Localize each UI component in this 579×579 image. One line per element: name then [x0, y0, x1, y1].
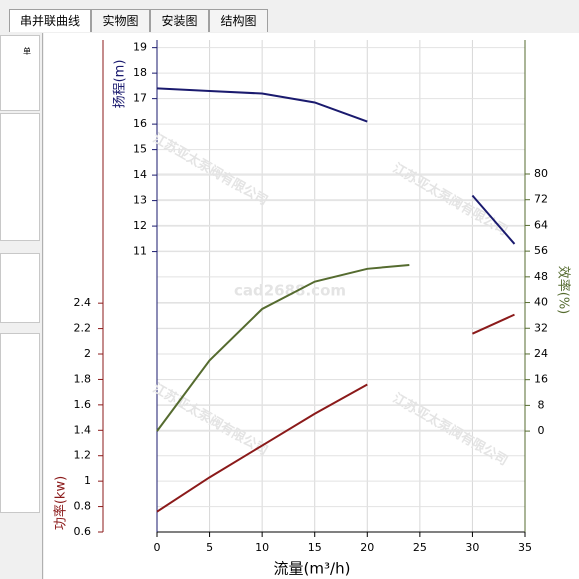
y2-tick-label: 48	[534, 270, 548, 283]
x-axis-label: 流量(m³/h)	[274, 560, 351, 578]
y2-tick-label: 16	[534, 373, 548, 386]
x-tick-label: 5	[206, 541, 213, 554]
y2-tick-label: 32	[534, 321, 548, 334]
side-panel: 单	[0, 33, 43, 579]
panel	[0, 113, 40, 241]
y3-axis-label: 功率(kw)	[53, 476, 69, 530]
y-tick-label: 11	[133, 245, 147, 258]
x-tick-label: 35	[518, 541, 532, 554]
y-tick-label: 15	[133, 143, 147, 156]
chart: 0 5 10 15 20 25 30 3511121314151617181908162432…	[44, 33, 579, 579]
y2-tick-label: 80	[534, 167, 548, 180]
y-tick-label: 13	[133, 194, 147, 207]
y3-tick-label: 1.4	[74, 423, 92, 436]
tab[interactable]: 实物图	[91, 9, 150, 32]
y2-tick-label: 0	[538, 424, 545, 437]
y2-tick-label: 56	[534, 244, 548, 257]
y2-tick-label: 64	[534, 218, 548, 231]
y-tick-label: 14	[133, 168, 147, 181]
x-tick-label: 15	[308, 541, 322, 554]
y-tick-label: 19	[133, 41, 147, 54]
side-label: 单	[23, 47, 31, 56]
y3-tick-label: 2.2	[74, 322, 92, 335]
y3-tick-label: 1.2	[74, 449, 92, 462]
tab[interactable]: 结构图	[209, 9, 268, 32]
tab[interactable]: 安装图	[150, 9, 209, 32]
y-axis-label: 扬程(m)	[113, 60, 128, 109]
y3-tick-label: 2.4	[74, 296, 92, 309]
x-tick-label: 20	[360, 541, 374, 554]
y2-tick-label: 24	[534, 347, 548, 360]
y3-tick-label: 1.8	[74, 372, 92, 385]
watermark: cad2688.com	[234, 282, 346, 300]
y2-tick-label: 8	[538, 398, 545, 411]
x-tick-label: 0	[154, 541, 161, 554]
y2-tick-label: 72	[534, 193, 548, 206]
x-tick-label: 25	[413, 541, 427, 554]
y3-tick-label: 0.8	[74, 500, 92, 513]
x-tick-label: 10	[255, 541, 269, 554]
curve	[156, 313, 515, 513]
chart-background	[44, 33, 579, 579]
y2-axis-label: 效率(%)	[556, 266, 572, 315]
y-tick-label: 18	[133, 66, 147, 79]
x-tick-label: 30	[465, 541, 479, 554]
y3-tick-label: 1.6	[74, 398, 92, 411]
y-tick-label: 12	[133, 219, 147, 232]
y3-tick-label: 1	[84, 474, 91, 487]
y3-tick-label: 0.6	[74, 525, 92, 538]
panel	[0, 253, 40, 323]
y3-tick-label: 2	[84, 347, 91, 360]
y-tick-label: 16	[133, 117, 147, 130]
panel	[0, 333, 40, 513]
curve	[156, 87, 516, 245]
panel: 单	[0, 35, 40, 111]
tab[interactable]: 串并联曲线	[9, 9, 91, 32]
y-tick-label: 17	[133, 92, 147, 105]
y2-tick-label: 40	[534, 296, 548, 309]
